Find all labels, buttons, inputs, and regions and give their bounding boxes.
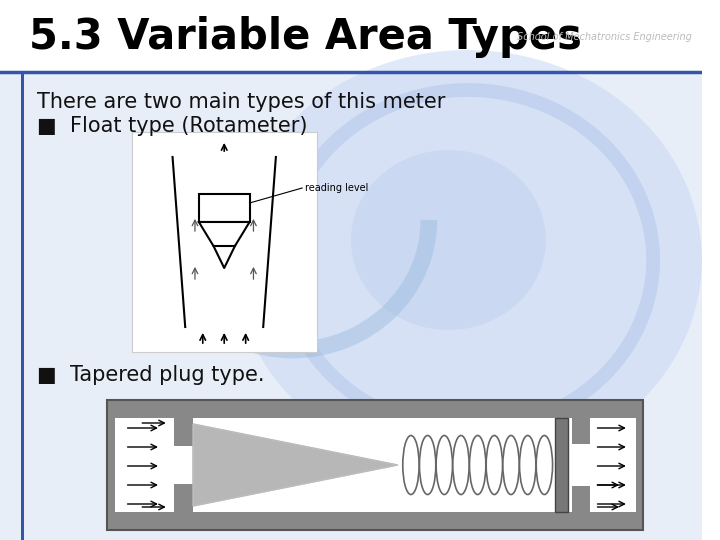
Text: There are two main types of this meter: There are two main types of this meter	[37, 92, 446, 112]
Polygon shape	[214, 246, 235, 268]
Ellipse shape	[351, 150, 546, 330]
Bar	[115, 418, 636, 512]
Ellipse shape	[420, 435, 436, 495]
Bar	[132, 132, 317, 352]
Bar	[0, 72, 702, 540]
Ellipse shape	[453, 435, 469, 495]
Polygon shape	[193, 424, 397, 506]
Bar	[554, 418, 568, 512]
Polygon shape	[193, 424, 397, 506]
Bar	[115, 418, 193, 512]
Text: ■  Tapered plug type.: ■ Tapered plug type.	[37, 365, 264, 385]
Text: School of Mechatronics Engineering: School of Mechatronics Engineering	[517, 32, 692, 42]
Ellipse shape	[469, 435, 486, 495]
Bar	[174, 418, 193, 446]
Ellipse shape	[486, 435, 503, 495]
Text: reading level: reading level	[305, 183, 369, 193]
Polygon shape	[199, 222, 250, 246]
Ellipse shape	[536, 435, 552, 495]
Bar	[572, 418, 590, 444]
Ellipse shape	[503, 435, 519, 495]
Bar	[199, 194, 250, 222]
Ellipse shape	[234, 50, 702, 470]
Ellipse shape	[520, 435, 536, 495]
Text: 5.3 Variable Area Types: 5.3 Variable Area Types	[30, 16, 582, 58]
Bar	[572, 486, 590, 512]
Bar	[22, 72, 24, 540]
Bar	[174, 484, 193, 512]
Bar	[0, 0, 702, 72]
Bar	[107, 400, 644, 530]
Ellipse shape	[436, 435, 452, 495]
Ellipse shape	[402, 435, 419, 495]
Text: ■  Float type (Rotameter): ■ Float type (Rotameter)	[37, 116, 307, 136]
